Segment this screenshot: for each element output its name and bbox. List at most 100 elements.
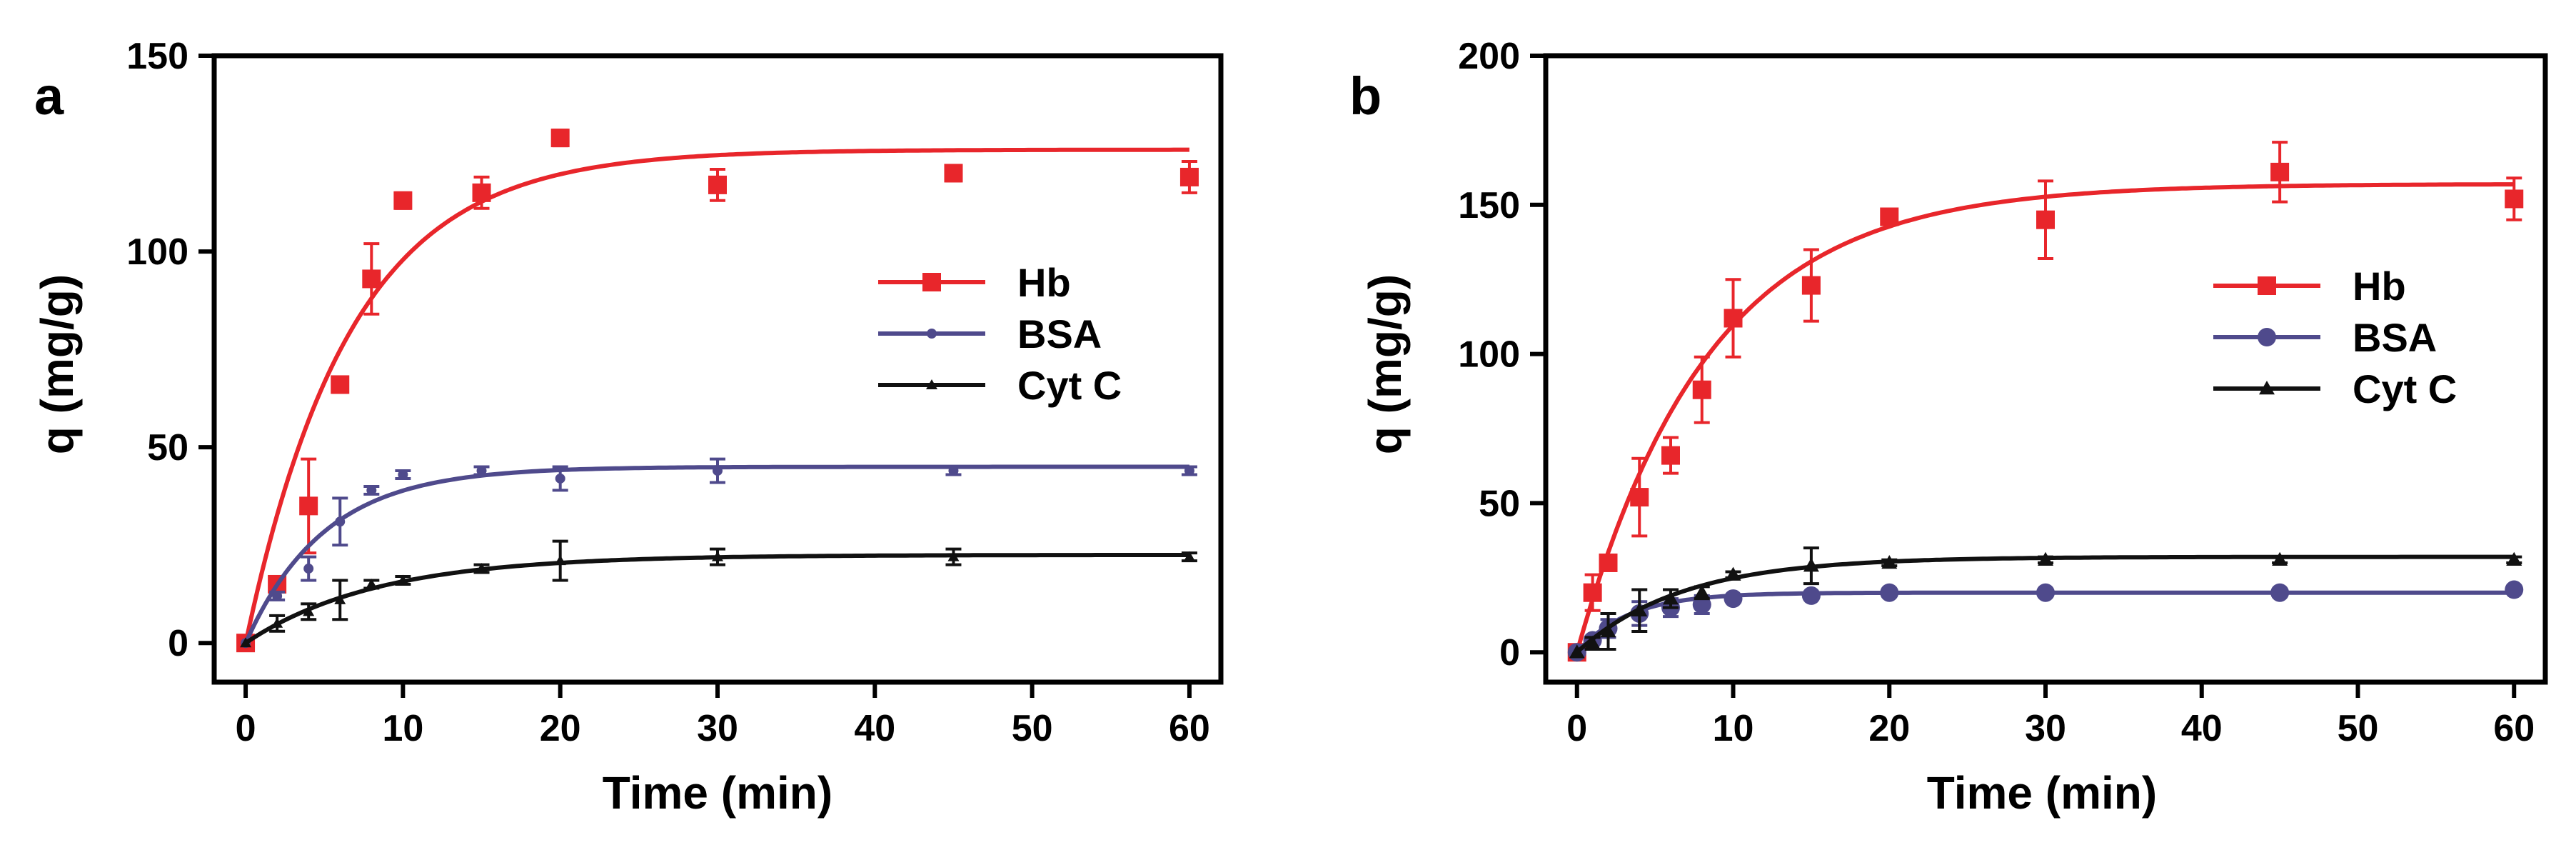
panel-a-data-point (299, 496, 318, 516)
panel-a-x-tick-label: 60 (1169, 708, 1210, 749)
panel-b-legend-label: BSA (2353, 315, 2437, 360)
panel-a-data-point (393, 191, 413, 210)
panel-b-data-point (1694, 584, 1710, 599)
panel-b-data-point (1801, 276, 1821, 295)
panel-b-y-tick-label: 200 (1458, 36, 1520, 77)
panel-b-data-point (1663, 591, 1679, 605)
panel-a-x-tick-label: 0 (236, 708, 256, 749)
panel-b-data-point (1724, 589, 1743, 609)
panel-b-series-bsa (1567, 580, 2524, 662)
panel-a-data-point (331, 375, 350, 394)
panel-a-series-cyt-c (240, 539, 1197, 648)
panel-a-data-point (366, 485, 377, 496)
panel-b-data-point (1584, 635, 1601, 649)
panel-a-x-tick-label: 10 (382, 708, 423, 749)
panel-a-data-point (303, 564, 314, 574)
panel-b-x-axis-title: Time (min) (1927, 767, 2157, 819)
panel-b-data-point (2036, 583, 2055, 602)
panel-b-x-tick-label: 0 (1566, 708, 1587, 749)
panel-a-legend-label: Hb (1017, 260, 1071, 305)
panel-a-data-point (712, 551, 723, 561)
panel-b-data-point (2272, 551, 2288, 566)
panel-a-data-point (335, 516, 346, 527)
panel-b-data-point (1880, 583, 1899, 602)
panel-a-x-tick-label: 40 (854, 708, 895, 749)
panel-a-data-point (1179, 167, 1199, 186)
panel-b-data-point (2505, 189, 2524, 209)
panel-a-legend-marker (926, 379, 937, 389)
panel-b-data-point (1569, 644, 1585, 659)
panel-a-data-point (472, 183, 491, 202)
panel-b-data-point (1880, 207, 1899, 226)
panel-b-data-point (1803, 558, 1819, 572)
panel-a-data-point (397, 574, 409, 585)
panel-b-fit-line (1575, 554, 2515, 654)
panel-a-y-tick-label: 50 (147, 427, 188, 469)
panel-a-y-axis-title: q (mg/g) (31, 274, 83, 454)
panel-a-data-point (271, 617, 283, 628)
panel-a-data-point (1184, 466, 1194, 476)
panel-b-series-hb (1567, 141, 2524, 662)
panel-a-legend-marker (927, 329, 937, 339)
panel-b-x-tick-label: 10 (1713, 708, 1754, 749)
panel-a-legend-marker (922, 273, 941, 291)
panel-b-data-point (2038, 551, 2053, 566)
panel-a-series-hb (236, 129, 1199, 653)
panel-a-fit-line (243, 147, 1189, 644)
panel-b-x-tick-label: 50 (2338, 708, 2379, 749)
panel-b-y-tick-label: 0 (1499, 632, 1520, 674)
panel-b-data-point (2036, 210, 2055, 229)
panel-a-data-point (240, 637, 252, 648)
panel-a-x-axis-title: Time (min) (603, 767, 832, 819)
panel-b-data-point (1661, 446, 1680, 465)
panel-b-x-tick-label: 30 (2025, 708, 2066, 749)
panel-a-data-point (476, 466, 487, 476)
panel-a-data-point (555, 473, 565, 484)
panel-b-data-point (1630, 488, 1649, 507)
panel-a-data-point (713, 466, 723, 476)
panel-a-chart: a q (mg/g) Time (min) 0 10 20 30 40 50 60 0 50 10… (31, 36, 1224, 819)
panel-a-data-point (708, 175, 727, 194)
panel-a-data-point (550, 129, 570, 148)
panel-a-data-point (944, 164, 963, 183)
panel-a-legend: Hb BSA Cyt C (878, 260, 1122, 408)
panel-b-chart: b q (mg/g) Time (min) 0 10 20 30 40 50 60 0 50 10… (1349, 36, 2548, 819)
panel-b-y-tick-label: 150 (1458, 185, 1520, 226)
panel-b-letter: b (1349, 66, 1382, 126)
panel-b-legend-marker (2259, 381, 2275, 395)
panel-b-legend: Hb BSA Cyt C (2213, 264, 2457, 411)
panel-b-legend-marker (2258, 328, 2276, 346)
panel-b-y-tick-label: 50 (1479, 483, 1520, 524)
panel-b-data-point (2505, 580, 2524, 599)
panel-a-data-point (476, 563, 488, 574)
panel-a-letter: a (34, 66, 64, 126)
panel-a-legend-label: BSA (1017, 311, 1102, 356)
panel-a-y-tick-label: 150 (126, 36, 188, 77)
panel-b-y-axis-title: q (mg/g) (1359, 274, 1411, 454)
panel-a-x-tick-label: 50 (1012, 708, 1053, 749)
panel-a-data-point (362, 269, 381, 289)
panel-a-data-point (1183, 551, 1195, 561)
panel-a-data-point (398, 469, 408, 480)
panel-a-data-point (334, 594, 346, 604)
panel-b-data-point (1599, 553, 1618, 572)
panel-a-x-tick-label: 20 (540, 708, 581, 749)
panel-b-legend-label: Hb (2353, 264, 2406, 309)
panel-b-series-cyt-c (1569, 546, 2522, 659)
panel-a-data-point (947, 551, 960, 561)
panel-b-data-point (2506, 551, 2522, 566)
panel-b-data-point (1801, 586, 1821, 605)
panel-b-data-point (1600, 624, 1616, 638)
panel-a-data-point (272, 591, 283, 601)
panel-a-data-point (303, 606, 315, 616)
panel-b-x-tick-label: 60 (2493, 708, 2535, 749)
panel-a-data-point (366, 578, 378, 589)
panel-a-y-tick-label: 0 (168, 623, 188, 664)
panel-a-data-point (948, 466, 959, 476)
panel-b-y-tick-label: 100 (1458, 334, 1520, 376)
panel-b-data-point (2270, 583, 2290, 602)
panel-b-x-tick-label: 40 (2181, 708, 2223, 749)
panel-b-data-point (1692, 380, 1711, 399)
panel-b-data-point (1724, 309, 1743, 328)
